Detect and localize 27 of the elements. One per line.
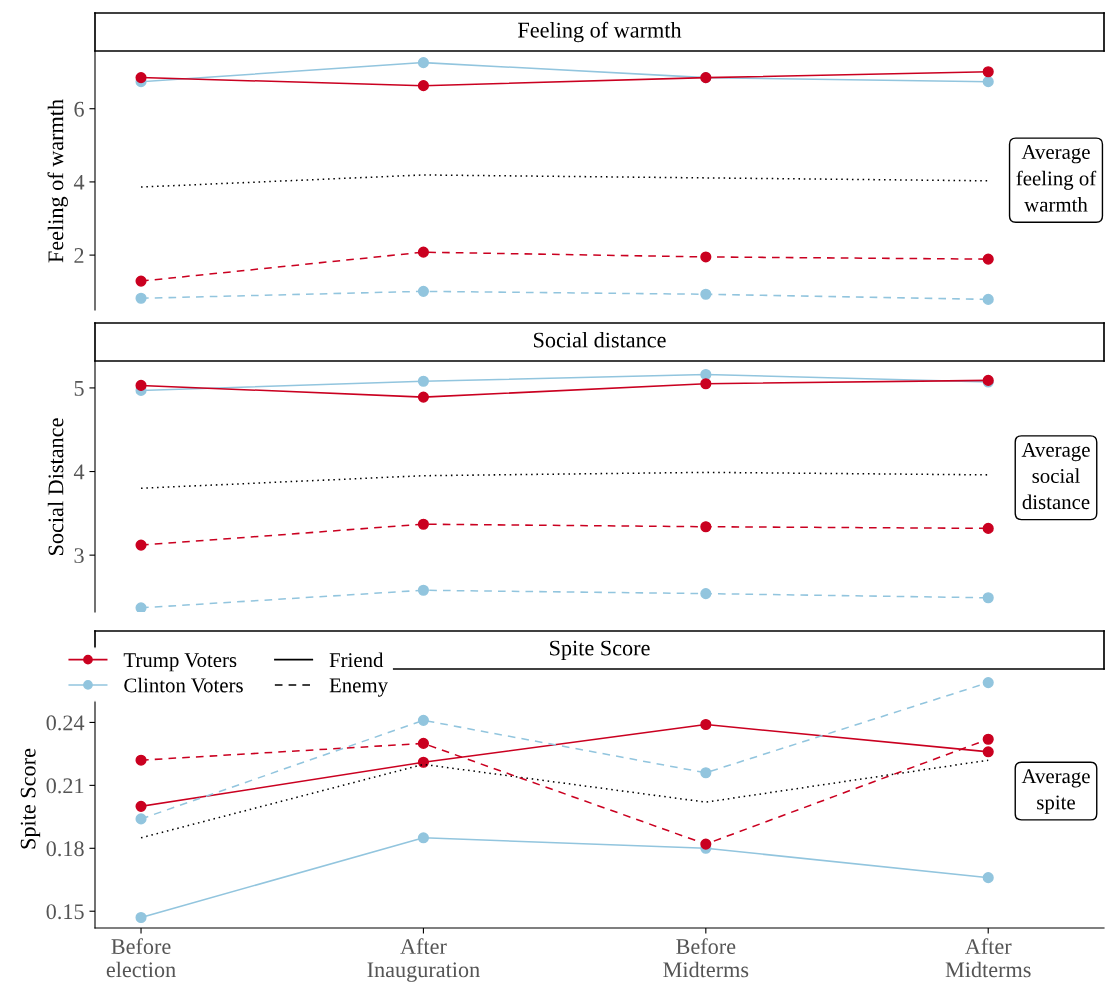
legend-label: Trump Voters bbox=[123, 653, 237, 672]
x-tick-label: After Inauguration bbox=[367, 938, 480, 982]
series-label: Average feeling of warmth bbox=[1016, 145, 1097, 212]
series-label: Average social distance bbox=[1021, 442, 1090, 510]
y-tick-label: 0.15 bbox=[46, 904, 84, 920]
y-axis-title: Spite Score bbox=[20, 748, 41, 849]
x-tick-label: After Midterms bbox=[945, 938, 1031, 978]
y-axis-title: Social Distance bbox=[47, 418, 64, 555]
series-label: Average spite bbox=[1021, 769, 1090, 814]
y-tick-label: 4 bbox=[73, 175, 85, 190]
chart-title: Spite Score bbox=[550, 640, 650, 661]
y-axis-title: Feeling of warmth bbox=[47, 99, 68, 263]
annotation: Enemy bbox=[329, 678, 388, 697]
y-tick-label: 3 bbox=[74, 548, 84, 564]
x-tick-label: Before Midterms bbox=[663, 938, 749, 978]
y-tick-label: 0.24 bbox=[46, 715, 85, 731]
legend-label: Clinton Voters bbox=[124, 677, 243, 693]
x-tick-label: Before election bbox=[106, 938, 176, 978]
y-tick-label: 6 bbox=[74, 101, 84, 117]
y-tick-label: 5 bbox=[74, 381, 84, 396]
text: Friend bbox=[329, 652, 384, 668]
y-tick-label: 0.18 bbox=[46, 841, 84, 857]
chart-title: Social distance bbox=[534, 331, 666, 348]
chart-title: Feeling of warmth bbox=[518, 21, 682, 43]
y-tick-label: 0.21 bbox=[46, 778, 84, 794]
y-tick-label: 4 bbox=[73, 464, 85, 480]
y-tick-label: 2 bbox=[74, 248, 84, 263]
